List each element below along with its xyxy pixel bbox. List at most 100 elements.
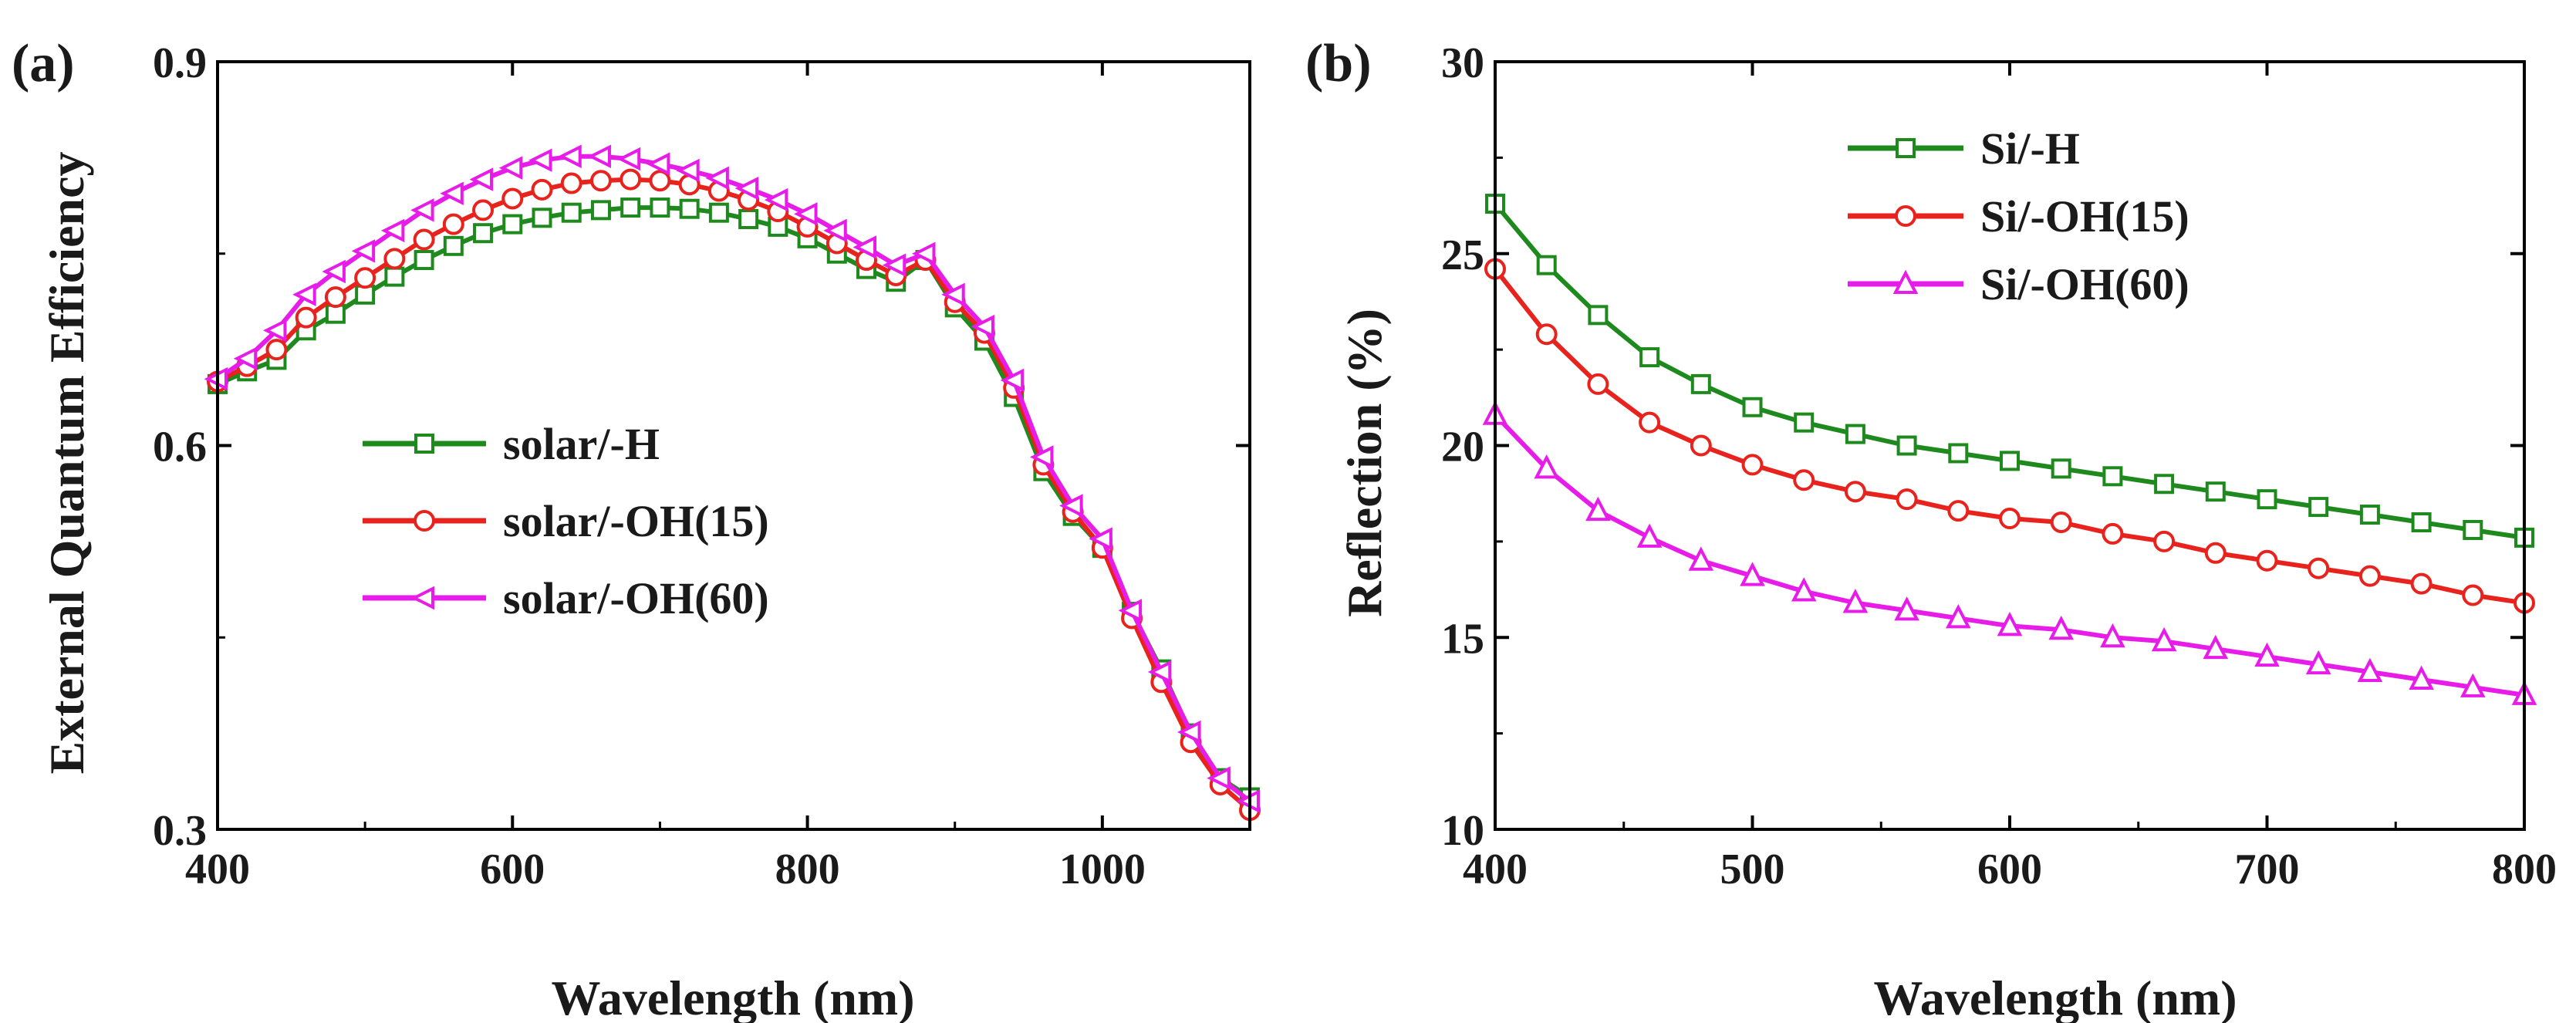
- panel-a-plot: [204, 144, 1261, 822]
- data-point: [292, 282, 316, 307]
- data-point: [498, 156, 523, 180]
- y-tick-label: 20: [1441, 424, 1484, 471]
- data-point: [823, 218, 847, 243]
- data-point: [1690, 434, 1712, 457]
- data-point: [442, 213, 464, 235]
- series-2: [207, 168, 1261, 822]
- data-point: [2050, 512, 2072, 533]
- data-point: [971, 315, 994, 339]
- legend-label: Si/-H: [1980, 123, 2080, 174]
- data-point: [590, 200, 611, 221]
- data-point: [1535, 323, 1558, 346]
- series-line: [1493, 202, 2525, 540]
- data-point: [473, 223, 494, 244]
- data-point: [1118, 599, 1143, 623]
- legend-entry: Si/-OH(60): [1848, 259, 2189, 309]
- data-point: [882, 253, 906, 277]
- y-tick-label: 30: [1441, 39, 1484, 87]
- data-point: [265, 339, 288, 361]
- data-point: [384, 266, 405, 287]
- legend-label: Si/-OH(15): [1980, 191, 2189, 241]
- x-tick-label: 700: [2235, 846, 2300, 893]
- data-point: [1946, 604, 1971, 629]
- data-point: [322, 259, 346, 284]
- data-point: [1793, 469, 1815, 491]
- data-point: [589, 170, 612, 192]
- x-tick-label: 600: [1977, 846, 2042, 893]
- data-point: [2102, 466, 2123, 487]
- data-point: [2462, 584, 2484, 606]
- panel-b-x-axis-title: Wavelength (nm): [1873, 971, 2237, 1023]
- data-point: [1636, 523, 1663, 548]
- data-point: [262, 319, 287, 343]
- data-point: [620, 198, 641, 218]
- data-point: [852, 235, 877, 259]
- panel-a: (a) 400 600 800 1000 0.3 0.6 0.9 Wavelength (n…: [12, 34, 1261, 1023]
- data-point: [649, 170, 671, 192]
- legend-marker: [1895, 205, 1916, 227]
- panel-a-x-axis-title: Wavelength (nm): [551, 971, 914, 1023]
- data-point: [2409, 665, 2434, 690]
- legend-marker: [414, 510, 435, 532]
- data-point: [528, 148, 552, 172]
- legend-entry: solar/-H: [363, 419, 660, 469]
- data-point: [295, 306, 317, 329]
- legend-label: Si/-OH(60): [1980, 259, 2189, 309]
- data-point: [1639, 347, 1660, 368]
- data-point: [1147, 660, 1172, 684]
- panel-b-label: (b): [1305, 34, 1372, 93]
- data-point: [560, 172, 582, 194]
- data-point: [646, 152, 670, 176]
- data-point: [410, 198, 434, 222]
- data-point: [734, 176, 759, 201]
- panel-a-ticks: 400 600 800 1000 0.3 0.6 0.9: [153, 39, 1250, 893]
- data-point: [2153, 530, 2176, 552]
- data-point: [440, 181, 464, 206]
- data-point: [2102, 522, 2124, 545]
- data-point: [2254, 642, 2280, 667]
- y-tick-label: 0.9: [153, 39, 207, 87]
- data-point: [708, 202, 729, 223]
- panel-b-ticks: 400 500 600 700 800 10 15 20 25 30: [1441, 39, 2557, 893]
- data-point: [558, 144, 582, 168]
- data-point: [616, 147, 641, 171]
- x-tick-label: 1000: [1059, 846, 1146, 893]
- legend-entry: Si/-OH(15): [1848, 191, 2189, 241]
- data-point: [1587, 373, 1609, 395]
- data-point: [1742, 397, 1763, 417]
- data-point: [1741, 454, 1764, 476]
- data-point: [413, 228, 435, 251]
- panel-b: (b) 400 500 600 700 800 10 15 20 25 30 Wavelength…: [1305, 34, 2557, 1023]
- data-point: [941, 282, 965, 307]
- data-point: [1948, 443, 1969, 464]
- series-line: [1493, 267, 2525, 606]
- panel-b-y-axis-title: Reflection (%): [1337, 309, 1392, 617]
- data-point: [531, 178, 553, 201]
- data-point: [2154, 474, 2175, 495]
- data-point: [2359, 505, 2380, 525]
- data-point: [1845, 424, 1865, 444]
- data-point: [650, 198, 670, 218]
- data-point: [1791, 577, 1817, 602]
- data-point: [2358, 565, 2381, 587]
- data-point: [469, 167, 494, 191]
- data-point: [414, 250, 434, 271]
- panel-b-legend: Si/-H Si/-OH(15) Si/-OH(60): [1848, 123, 2189, 309]
- data-point: [532, 208, 552, 228]
- data-point: [472, 199, 495, 221]
- series-3: [204, 144, 1260, 813]
- legend-label: solar/-H: [503, 419, 660, 469]
- data-point: [1690, 373, 1711, 394]
- data-point: [738, 208, 759, 229]
- data-point: [2256, 549, 2278, 572]
- data-point: [2305, 650, 2331, 675]
- y-tick-label: 10: [1441, 807, 1484, 855]
- panel-b-axes: [1494, 60, 2526, 831]
- data-point: [502, 214, 523, 235]
- data-point: [1639, 411, 1661, 434]
- data-point: [2204, 542, 2227, 564]
- data-point: [324, 286, 346, 309]
- data-point: [2151, 626, 2177, 652]
- data-point: [2000, 451, 2020, 471]
- data-point: [2100, 623, 2125, 648]
